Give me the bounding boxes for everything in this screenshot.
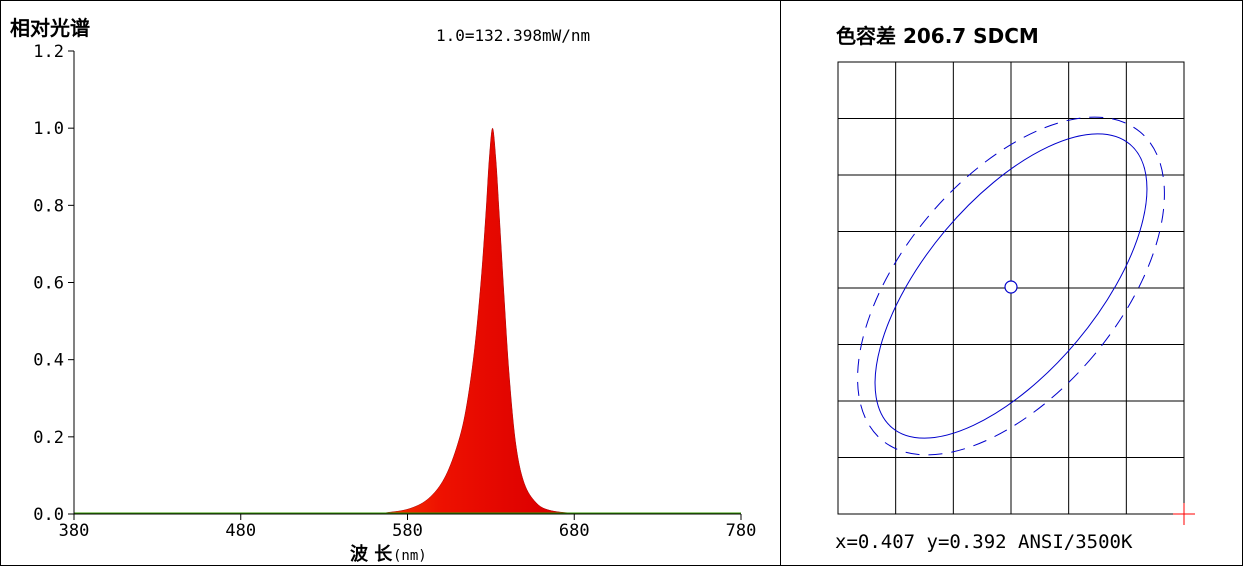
y-tick-label: 0.2 xyxy=(33,428,64,448)
x-tick-label: 580 xyxy=(392,521,423,541)
y-tick-label: 0.4 xyxy=(33,351,64,371)
x-tick-label: 680 xyxy=(559,521,590,541)
x-axis-unit: (nm) xyxy=(393,548,427,564)
measured-point-cross xyxy=(1173,503,1195,525)
y-tick-label: 0.6 xyxy=(33,274,64,294)
y-tick-label: 0.8 xyxy=(33,196,64,216)
y-tick-label: 1.2 xyxy=(33,42,64,62)
spectrum-chart: 相对光谱 1.0=132.398mW/nm 0.0 0.2 0.4 0.6 0.8 1.0… xyxy=(10,16,757,565)
sdcm-ellipse-solid xyxy=(874,133,1148,439)
sdcm-ellipse-dashed xyxy=(857,116,1165,456)
x-axis-label: 波 长 xyxy=(350,543,393,565)
x-tick-label: 780 xyxy=(726,521,757,541)
y-tick-label: 0.0 xyxy=(33,505,64,525)
sdcm-chart: 色容差 206.7 SDCM x=0.407 y=0.392 ANSI/3500… xyxy=(835,24,1195,553)
chromaticity-readout: x=0.407 y=0.392 ANSI/3500K xyxy=(835,531,1133,553)
x-tick-label: 480 xyxy=(225,521,256,541)
spectrum-area xyxy=(73,127,741,515)
spectrum-title: 相对光谱 xyxy=(10,16,90,40)
y-tick-label: 1.0 xyxy=(33,119,64,139)
x-tick-label: 380 xyxy=(59,521,90,541)
spectrum-annotation: 1.0=132.398mW/nm xyxy=(436,26,590,45)
sdcm-title: 色容差 206.7 SDCM xyxy=(836,24,1039,48)
center-point-marker xyxy=(1004,280,1018,294)
y-axis: 0.0 0.2 0.4 0.6 0.8 1.0 1.2 xyxy=(33,42,74,525)
x-axis: 380 480 580 680 780 xyxy=(59,514,757,541)
